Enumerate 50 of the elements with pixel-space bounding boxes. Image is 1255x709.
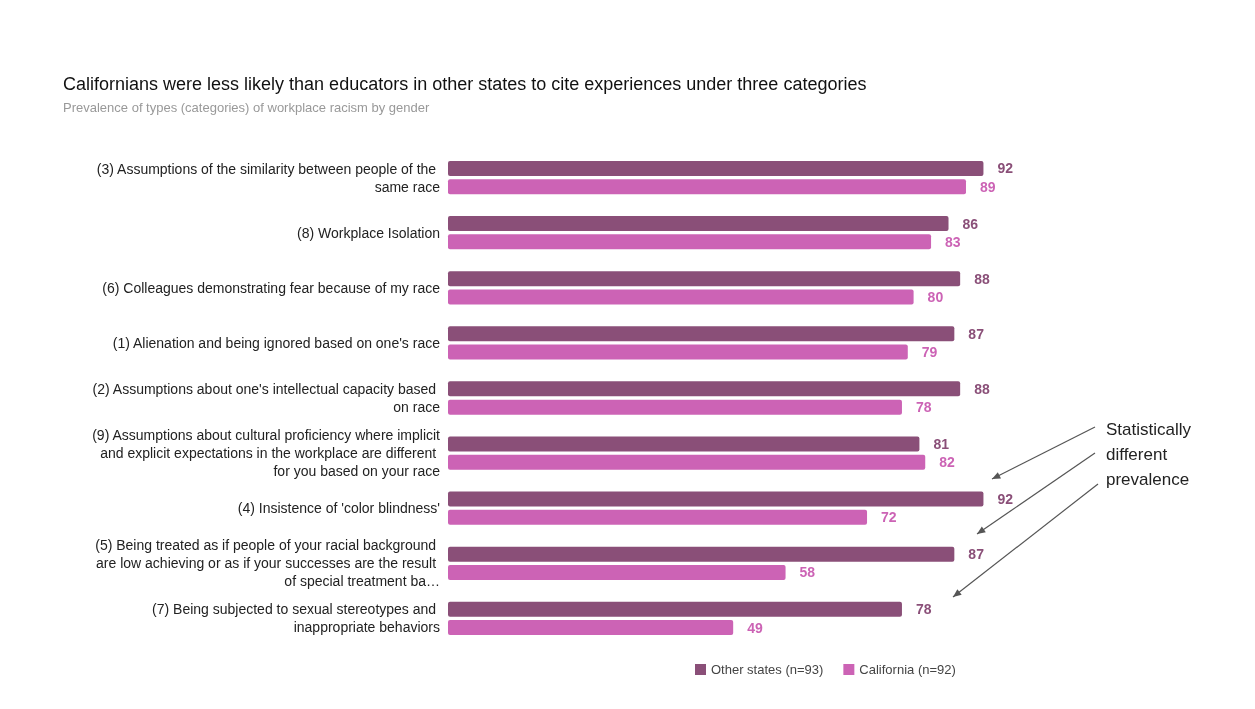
data-label: 88 <box>974 270 990 287</box>
y-tick-label: (3) Assumptions of the similarity between people of the same race <box>96 160 441 195</box>
data-label: 78 <box>915 399 932 416</box>
y-tick-label: (1) Alienation and being ignored based on one's race <box>112 334 441 351</box>
bar <box>448 326 955 342</box>
bar <box>448 546 955 562</box>
bar <box>448 436 920 452</box>
bar <box>448 564 786 580</box>
chart-title: Californians were less likely than educators in other states to cite experiences under three categories <box>63 74 867 94</box>
bar <box>448 381 961 397</box>
y-tick-label: (7) Being subjected to sexual stereotypes and inappropriate behaviors <box>152 601 440 636</box>
data-label: 87 <box>968 546 985 563</box>
data-label: 89 <box>979 178 996 195</box>
y-tick-label: (5) Being treated as if people of your racial background are low achieving or as if your successes are the result of special treatment ba… <box>95 537 440 590</box>
data-label: 82 <box>939 454 956 471</box>
data-label: 80 <box>927 288 944 305</box>
data-label: 58 <box>799 564 816 581</box>
bar <box>448 179 966 195</box>
bar <box>448 271 961 287</box>
bar <box>448 620 734 636</box>
data-label: 92 <box>997 491 1014 508</box>
bar <box>448 234 932 250</box>
data-label: 87 <box>968 325 985 342</box>
text: Statistically different prevalence <box>1106 420 1196 489</box>
y-tick-label: (8) Workplace Isolation <box>297 224 440 241</box>
data-label: 92 <box>997 160 1014 177</box>
data-label: 49 <box>747 619 763 636</box>
data-label: 78 <box>915 601 932 618</box>
legend-label: California (n=92) <box>859 662 956 677</box>
y-tick-label: (6) Colleagues demonstrating fear because of my race <box>102 279 441 296</box>
bar <box>448 454 926 470</box>
bar <box>448 344 908 360</box>
legend-label: Other states (n=93) <box>711 662 824 677</box>
data-label: 72 <box>881 509 897 526</box>
data-label: 86 <box>962 215 979 232</box>
data-label: 81 <box>933 435 950 452</box>
bar <box>448 399 902 415</box>
bar <box>448 160 984 176</box>
y-tick-label: (2) Assumptions about one's intellectual capacity based on race <box>92 381 441 415</box>
bar <box>448 601 902 617</box>
bar <box>448 216 949 232</box>
bar <box>448 289 914 305</box>
data-label: 79 <box>921 344 938 361</box>
data-label: 83 <box>945 233 961 250</box>
text: Prevalence of types (categories) of workplace racism by gender <box>63 100 431 115</box>
bar <box>448 509 868 525</box>
y-tick-label: (4) Insistence of 'color blindness' <box>237 500 440 517</box>
bar <box>448 491 984 507</box>
data-label: 88 <box>974 380 990 397</box>
y-tick-label: (9) Assumptions about cultural proficiency where implicit and explicit expectations in the workplace are different for you based on your race <box>92 427 441 480</box>
